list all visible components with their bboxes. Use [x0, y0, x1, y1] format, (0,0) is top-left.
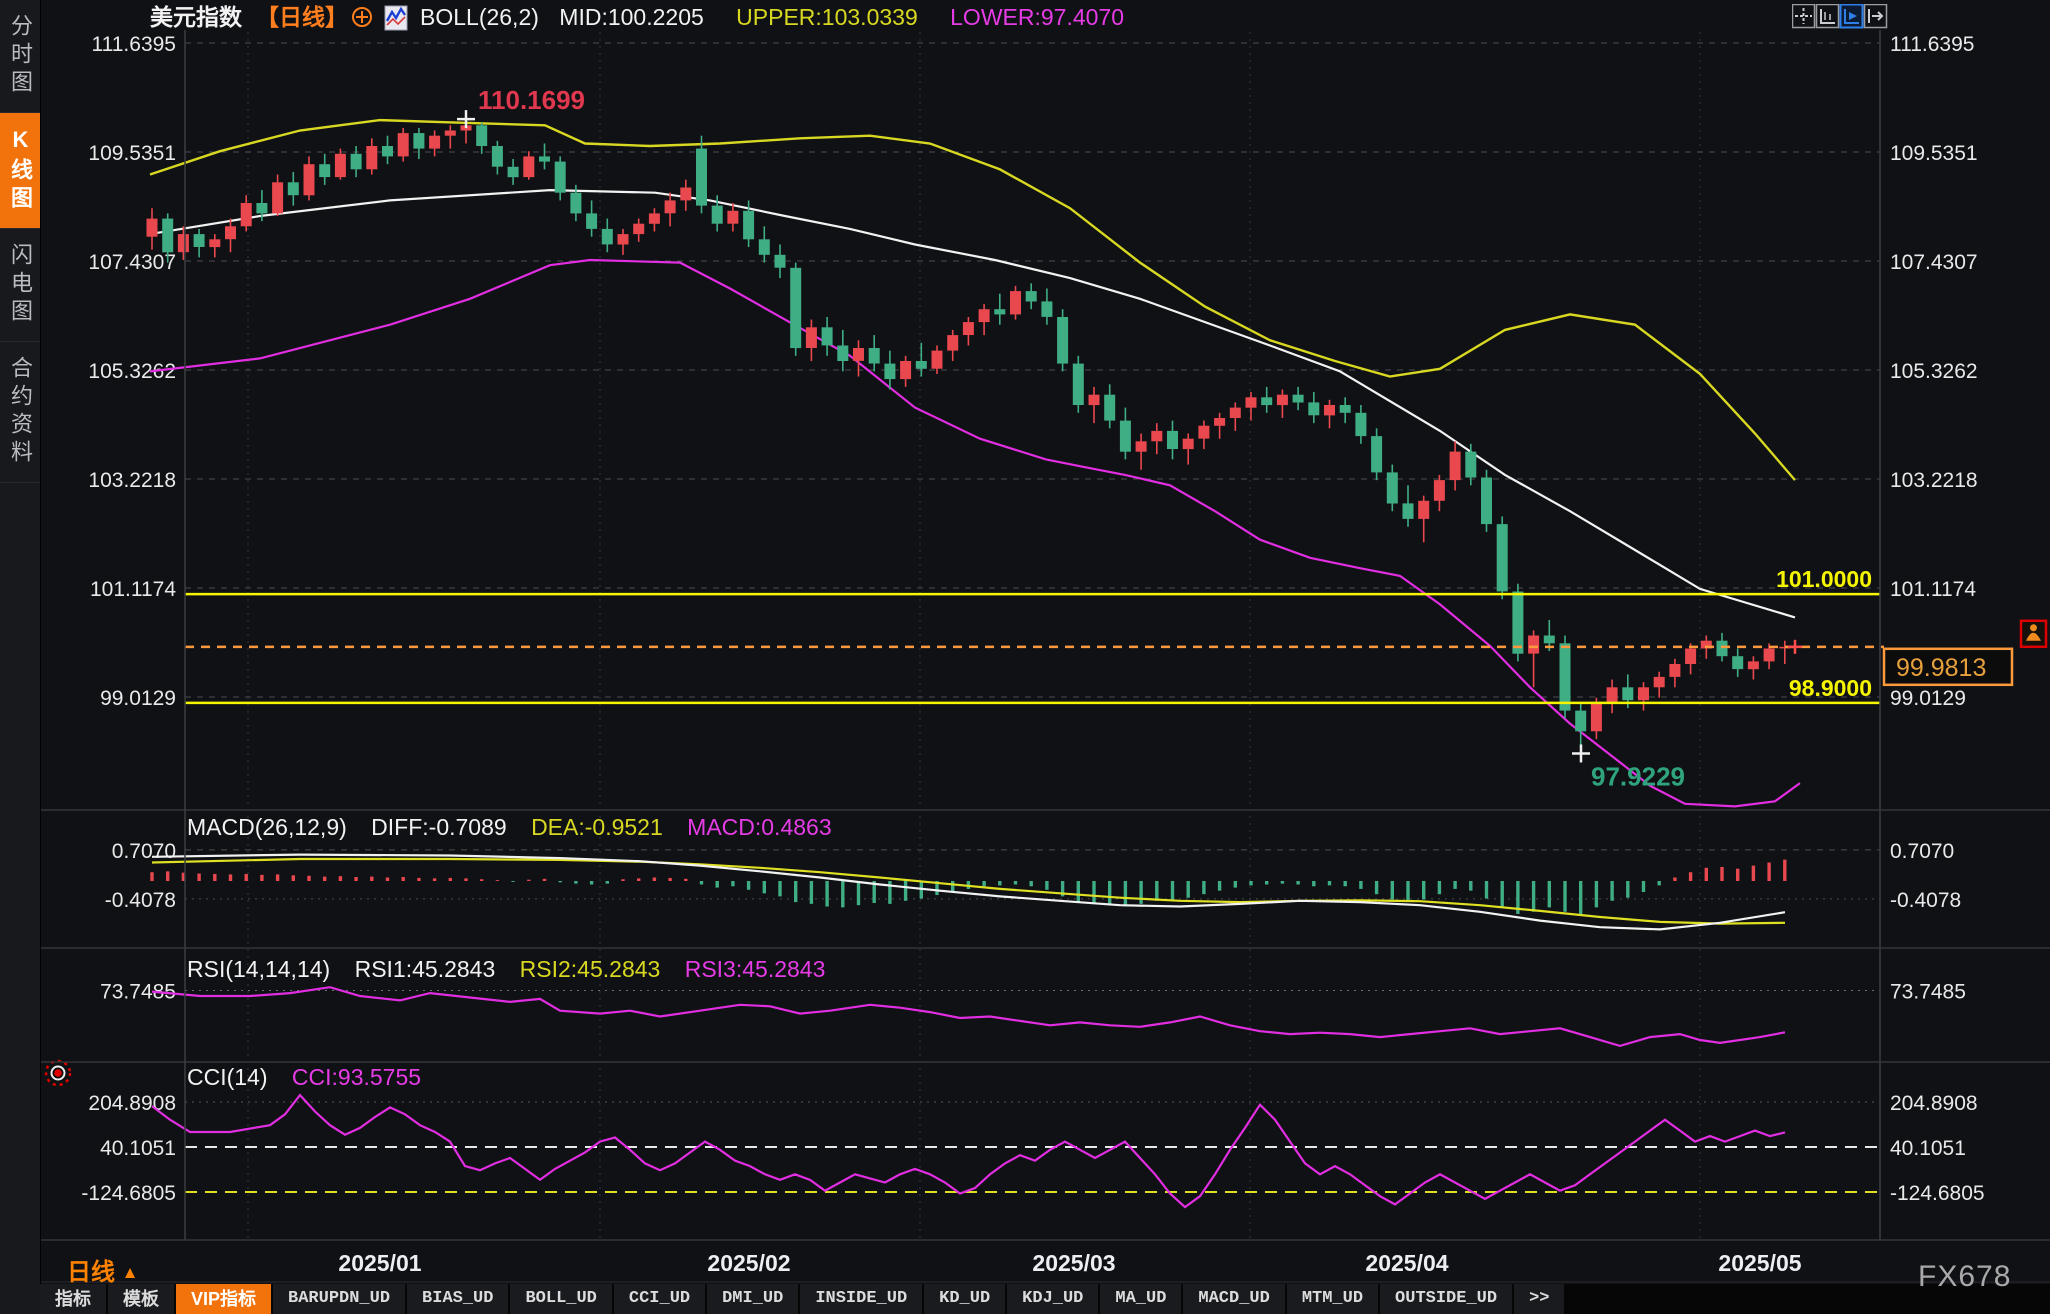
- macd-macd: MACD:0.4863: [687, 814, 832, 840]
- svg-text:107.4307: 107.4307: [88, 251, 176, 274]
- move-icon[interactable]: [1792, 4, 1816, 29]
- bottom-period-label[interactable]: 日线 ▲: [67, 1259, 139, 1286]
- x-axis-label: 2025/01: [338, 1250, 422, 1276]
- svg-text:73.7485: 73.7485: [1890, 981, 1966, 1004]
- indicator-tab-bar: 指标 模板 VIP指标 BARUPDN_UD BIAS_UD BOLL_UD CCI_UD D…: [40, 1284, 2050, 1314]
- svg-text:99.9813: 99.9813: [1896, 654, 1986, 682]
- svg-text:-124.6805: -124.6805: [1890, 1182, 1985, 1205]
- bottom-tab-[interactable]: 模板: [108, 1284, 176, 1314]
- bottom-tab-vip[interactable]: VIP指标: [176, 1284, 274, 1314]
- x-axis-label: 2025/05: [1718, 1250, 1802, 1276]
- svg-text:111.6395: 111.6395: [1890, 33, 1974, 56]
- svg-text:40.1051: 40.1051: [100, 1137, 176, 1160]
- svg-text:73.7485: 73.7485: [100, 981, 176, 1004]
- bottom-tab-macdud[interactable]: MACD_UD: [1183, 1284, 1287, 1314]
- svg-text:103.2218: 103.2218: [1890, 469, 1978, 492]
- bottom-tab-mtmud[interactable]: MTM_UD: [1286, 1284, 1381, 1314]
- svg-text:99.0129: 99.0129: [100, 687, 176, 710]
- bottom-tab-dmiud[interactable]: DMI_UD: [707, 1284, 801, 1314]
- svg-text:204.8908: 204.8908: [88, 1092, 176, 1115]
- bottom-tab-cciud[interactable]: CCI_UD: [613, 1284, 708, 1314]
- svg-text:0.7070: 0.7070: [112, 840, 176, 863]
- sidebar-tab-2[interactable]: 闪电图: [0, 229, 40, 342]
- svg-text:97.9229: 97.9229: [1591, 761, 1685, 791]
- current-price-box: 99.9813: [1882, 647, 2014, 687]
- panel-shift-icon[interactable]: [1863, 4, 1888, 29]
- watermark: FX678: [1918, 1260, 2012, 1293]
- svg-text:101.1174: 101.1174: [1890, 578, 1976, 601]
- svg-text:40.1051: 40.1051: [1890, 1137, 1966, 1160]
- chart-type-icon[interactable]: [384, 5, 408, 31]
- triangle-up-icon: ▲: [121, 1263, 139, 1282]
- svg-text:98.9000: 98.9000: [1789, 675, 1872, 701]
- symbol-title: 美元指数: [150, 4, 242, 30]
- svg-text:99.0129: 99.0129: [1890, 687, 1966, 710]
- rsi-readout: RSI(14,14,14) RSI1:45.2843 RSI2:45.2843 …: [187, 956, 843, 983]
- svg-text:101.0000: 101.0000: [1776, 566, 1872, 592]
- sidebar-tab-3[interactable]: 合约资料: [0, 342, 40, 483]
- alert-dot-icon[interactable]: [44, 1059, 72, 1087]
- bottom-tab-[interactable]: 指标: [40, 1284, 108, 1314]
- rsi3: RSI3:45.2843: [684, 956, 826, 982]
- svg-text:105.3262: 105.3262: [88, 360, 176, 383]
- rsi-label: RSI(14,14,14): [187, 956, 331, 982]
- macd-readout: MACD(26,12,9) DIFF:-0.7089 DEA:-0.9521 M…: [187, 814, 850, 841]
- svg-text:110.1699: 110.1699: [478, 85, 585, 115]
- cci-label: CCI(14): [187, 1064, 268, 1090]
- svg-text:204.8908: 204.8908: [1890, 1092, 1978, 1115]
- bottom-tab-insideud[interactable]: INSIDE_UD: [800, 1284, 925, 1314]
- svg-text:103.2218: 103.2218: [88, 469, 176, 492]
- axis-scale-icon[interactable]: [1815, 4, 1840, 29]
- bottom-tab-biasud[interactable]: BIAS_UD: [407, 1284, 511, 1314]
- cci-value: CCI:93.5755: [291, 1064, 422, 1090]
- svg-text:0.7070: 0.7070: [1890, 840, 1954, 863]
- bottom-tab-barupdnud[interactable]: BARUPDN_UD: [273, 1284, 408, 1314]
- rsi2: RSI2:45.2843: [519, 956, 661, 982]
- chart-toolbar: [1792, 4, 1888, 29]
- macd-diff: DIFF:-0.7089: [371, 814, 507, 840]
- x-axis-label: 2025/03: [1032, 1250, 1116, 1276]
- bottom-tab-outsideud[interactable]: OUTSIDE_UD: [1380, 1284, 1515, 1314]
- svg-text:-0.4078: -0.4078: [1890, 889, 1961, 912]
- macd-dea: DEA:-0.9521: [531, 814, 663, 840]
- svg-text:101.1174: 101.1174: [90, 578, 176, 601]
- add-indicator-icon[interactable]: [350, 5, 374, 29]
- bottom-tab-bollud[interactable]: BOLL_UD: [510, 1284, 614, 1314]
- cci-readout: CCI(14) CCI:93.5755: [187, 1064, 439, 1091]
- svg-text:109.5351: 109.5351: [88, 142, 176, 165]
- svg-text:111.6395: 111.6395: [92, 33, 176, 56]
- svg-text:109.5351: 109.5351: [1890, 142, 1978, 165]
- sidebar-tab-0[interactable]: 分时图: [0, 0, 40, 113]
- svg-text:-124.6805: -124.6805: [81, 1182, 176, 1205]
- boll-upper: UPPER:103.0339: [736, 4, 918, 30]
- alarm-icon[interactable]: [2019, 619, 2048, 649]
- bottom-tab-kdjud[interactable]: KDJ_UD: [1007, 1284, 1101, 1314]
- axis-play-icon[interactable]: [1839, 4, 1864, 29]
- svg-text:-0.4078: -0.4078: [105, 889, 176, 912]
- macd-label: MACD(26,12,9): [187, 814, 347, 840]
- x-axis-label: 2025/04: [1365, 1250, 1449, 1276]
- boll-mid: MID:100.2205: [559, 4, 704, 30]
- sidebar-tab-1[interactable]: K线图: [0, 113, 40, 229]
- bottom-tab-kdud[interactable]: KD_UD: [924, 1284, 1008, 1314]
- rsi1: RSI1:45.2843: [354, 956, 496, 982]
- svg-text:107.4307: 107.4307: [1890, 251, 1978, 274]
- indicator-readout: BOLL(26,2) MID:100.2205 UPPER:103.0339 L…: [420, 3, 1124, 31]
- bottom-tab-maud[interactable]: MA_UD: [1100, 1284, 1184, 1314]
- x-axis-label: 2025/02: [707, 1250, 791, 1276]
- bottom-tab->>[interactable]: >>: [1514, 1284, 1567, 1314]
- svg-text:105.3262: 105.3262: [1890, 360, 1978, 383]
- boll-label: BOLL(26,2): [420, 4, 539, 30]
- period-tag[interactable]: 【日线】: [256, 4, 348, 30]
- sidebar: 分时图 K线图 闪电图 合约资料: [0, 0, 41, 1314]
- boll-lower: LOWER:97.4070: [950, 4, 1125, 30]
